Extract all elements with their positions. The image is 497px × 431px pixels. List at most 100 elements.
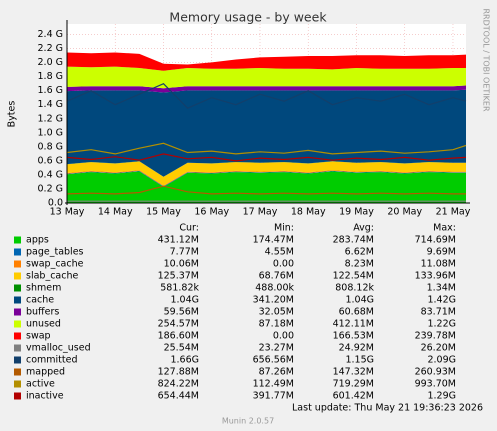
legend-stat: 25.54M xyxy=(164,343,199,354)
legend-stat: 9.69M xyxy=(427,247,456,258)
x-tick-label: 15 May xyxy=(146,207,181,218)
legend-swatch xyxy=(14,320,21,328)
legend-stat: 2.09G xyxy=(427,355,456,366)
y-tick-label: 0.8 G xyxy=(38,141,64,152)
legend-stat: 656.56M xyxy=(253,355,294,366)
y-tick-label: 0.2 G xyxy=(38,183,64,194)
legend-swatch xyxy=(14,392,21,400)
legend-stat: 8.23M xyxy=(345,259,374,270)
legend-stat: 254.57M xyxy=(158,319,199,330)
legend-stat: 654.44M xyxy=(158,391,199,402)
legend-stat: 1.34M xyxy=(427,283,456,294)
x-tick-label: 20 May xyxy=(387,207,422,218)
legend-label: inactive xyxy=(26,391,64,402)
legend-stat: 4.55M xyxy=(265,247,294,258)
legend-stat: 24.92M xyxy=(339,343,374,354)
legend-swatch xyxy=(14,296,21,304)
area xyxy=(67,161,466,186)
legend-swatch xyxy=(14,308,21,316)
legend-stat: 7.77M xyxy=(170,247,199,258)
legend-stat: 1.66G xyxy=(170,355,199,366)
legend-stat: 166.53M xyxy=(333,331,374,342)
legend-stat: 341.20M xyxy=(253,295,294,306)
legend-stat: 186.60M xyxy=(158,331,199,342)
legend-label: shmem xyxy=(26,283,61,294)
legend-swatch xyxy=(14,332,21,340)
legend-stat: 581.82k xyxy=(160,283,199,294)
legend-swatch xyxy=(14,248,21,256)
legend-header: Min: xyxy=(274,223,294,234)
area xyxy=(67,171,466,203)
legend-header: Cur: xyxy=(179,223,199,234)
y-tick-label: 1.2 G xyxy=(38,113,64,124)
legend-label: buffers xyxy=(26,307,59,318)
area xyxy=(67,52,466,71)
y-tick-label: 2.2 G xyxy=(38,43,64,54)
legend-swatch xyxy=(14,380,21,388)
last-update: Last update: Thu May 21 19:36:23 2026 xyxy=(292,403,483,414)
legend-swatch xyxy=(14,368,21,376)
side-text: RRDTOOL / TOBI OETIKER xyxy=(482,8,491,111)
legend-stat: 60.68M xyxy=(339,307,374,318)
area xyxy=(67,66,466,89)
legend-stat: 112.49M xyxy=(253,379,294,390)
footer: Munin 2.0.57 xyxy=(222,417,274,426)
y-tick-label: 1.8 G xyxy=(38,71,64,82)
legend-stat: 23.27M xyxy=(259,343,294,354)
y-tick-label: 0.4 G xyxy=(38,169,64,180)
chart-title: Memory usage - by week xyxy=(169,10,327,25)
legend-stat: 127.88M xyxy=(158,367,199,378)
legend-stat: 714.69M xyxy=(415,235,456,246)
legend-stat: 26.20M xyxy=(421,343,456,354)
legend-swatch xyxy=(14,236,21,244)
legend-stat: 174.47M xyxy=(253,235,294,246)
legend-label: slab_cache xyxy=(26,271,78,282)
legend-stat: 0.00 xyxy=(273,331,294,342)
legend-stat: 283.74M xyxy=(333,235,374,246)
x-tick-label: 13 May xyxy=(50,207,85,218)
legend-label: unused xyxy=(26,319,61,330)
legend-stat: 133.96M xyxy=(415,271,456,282)
legend-label: swap_cache xyxy=(26,259,84,270)
y-tick-label: 1.6 G xyxy=(38,85,64,96)
legend-stat: 1.42G xyxy=(427,295,456,306)
legend-label: page_tables xyxy=(26,247,84,258)
legend-stat: 1.22G xyxy=(427,319,456,330)
x-tick-label: 19 May xyxy=(339,207,374,218)
legend-stat: 1.15G xyxy=(345,355,374,366)
legend-stat: 1.04G xyxy=(345,295,374,306)
legend-stat: 431.12M xyxy=(158,235,199,246)
legend-stat: 1.04G xyxy=(170,295,199,306)
y-axis-label: Bytes xyxy=(7,101,18,128)
legend-stat: 1.29G xyxy=(427,391,456,402)
legend-stat: 993.70M xyxy=(415,379,456,390)
legend-swatch xyxy=(14,344,21,352)
legend-stat: 68.76M xyxy=(259,271,294,282)
legend-label: swap xyxy=(26,331,51,342)
legend-swatch xyxy=(14,272,21,280)
legend-stat: 10.06M xyxy=(164,259,199,270)
legend-stat: 6.62M xyxy=(345,247,374,258)
legend-label: cache xyxy=(26,295,54,306)
legend-stat: 239.78M xyxy=(415,331,456,342)
line xyxy=(66,142,467,155)
legend-stat: 719.29M xyxy=(333,379,374,390)
legend-stat: 412.11M xyxy=(333,319,374,330)
legend-swatch xyxy=(14,356,21,364)
legend-stat: 32.05M xyxy=(259,307,294,318)
x-tick-label: 17 May xyxy=(243,207,278,218)
y-tick-label: 1.0 G xyxy=(38,127,64,138)
y-tick-label: 2.4 G xyxy=(38,29,64,40)
area xyxy=(67,170,466,187)
plot: 0.0 0.2 G 0.4 G 0.6 G 0.8 G 1.0 G 1.2 G 1.4 G 1.… xyxy=(38,20,471,218)
legend-label: vmalloc_used xyxy=(26,343,91,354)
legend-stat: 824.22M xyxy=(158,379,199,390)
legend-swatch xyxy=(14,284,21,292)
legend-stat: 808.12k xyxy=(335,283,374,294)
line xyxy=(66,82,467,109)
x-tick-label: 16 May xyxy=(194,207,229,218)
legend-label: committed xyxy=(26,355,78,366)
legend-label: active xyxy=(26,379,55,390)
